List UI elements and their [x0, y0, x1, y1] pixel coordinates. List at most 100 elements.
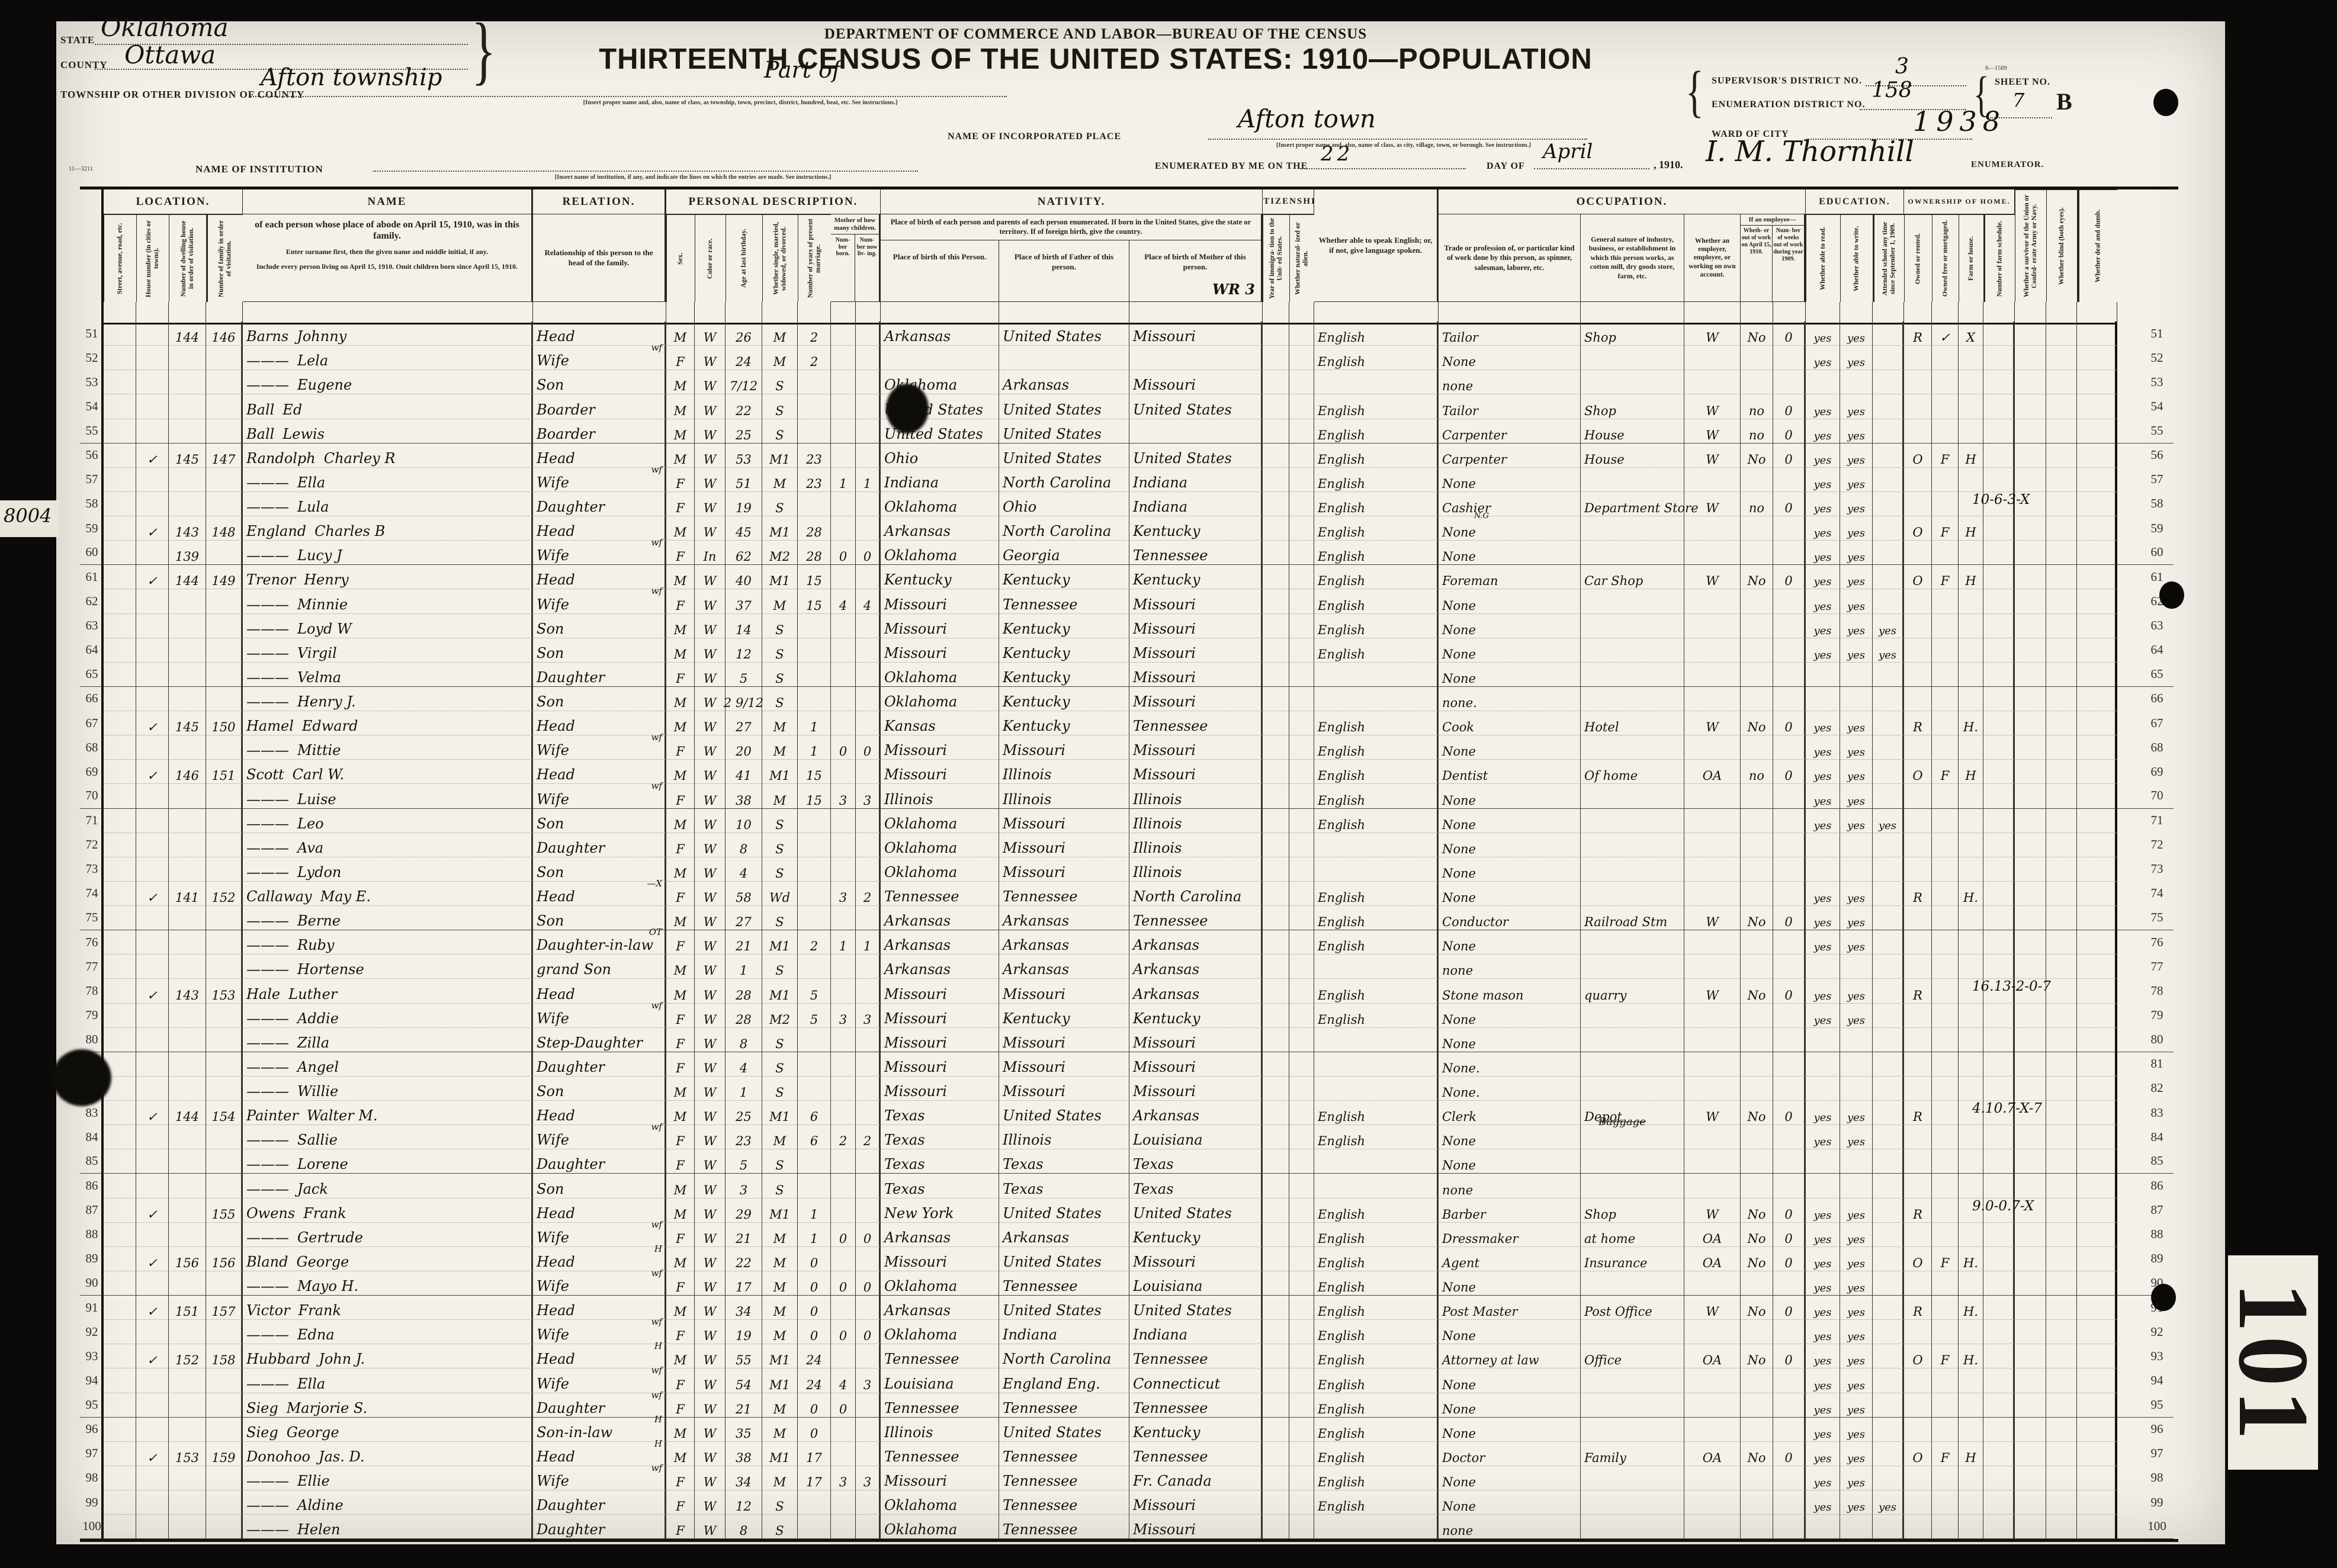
cell-color: W [695, 638, 726, 663]
cell-free-mortgaged [1932, 1052, 1959, 1077]
cell-dwelling [169, 419, 206, 444]
cell-veteran [2015, 1393, 2046, 1418]
cell-sex: F [666, 833, 695, 857]
line-number-right: 83 [2150, 1105, 2163, 1120]
industry: Hotel [1584, 720, 1619, 735]
relation: Step-Daughter [537, 1034, 643, 1051]
cell-family [206, 833, 243, 857]
cell-years-married [798, 394, 831, 419]
cell-birthplace-mother [1129, 419, 1263, 444]
relation: Wife [537, 352, 570, 369]
cell-trade: None [1439, 467, 1581, 492]
cell-sex: M [666, 613, 695, 638]
line-number-right: 63 [2150, 618, 2163, 633]
margin-gap [2117, 1077, 2138, 1101]
cell-age: 26 [726, 322, 762, 346]
industry: Car Shop [1584, 574, 1643, 589]
trade: None [1442, 939, 1476, 954]
cell-name: Donohoo Jas. D. [243, 1441, 533, 1466]
cell-out-of-work [1741, 1466, 1773, 1490]
cell-free-mortgaged: F [1932, 516, 1959, 541]
margin-gap [2117, 882, 2138, 906]
cell-blind [2046, 1368, 2077, 1393]
cell-blind [2046, 833, 2077, 857]
cell-birthplace-self: Missouri [881, 1003, 999, 1028]
cell-house-check: ✓ [136, 979, 169, 1004]
cell-street [104, 955, 136, 979]
cell-trade: None [1439, 1368, 1581, 1393]
cell-children-living [856, 443, 881, 468]
cell-owned-rented [1904, 1515, 1932, 1540]
cell-color: In [695, 541, 726, 565]
cell-employer-status: OA [1684, 1344, 1741, 1369]
cell-deaf [2077, 881, 2117, 906]
incorporated-place-value: Afton town [1238, 104, 1376, 133]
given-name: Ed [283, 401, 303, 418]
cell-weeks-out [1773, 1393, 1806, 1418]
relation: Daughter [537, 1058, 605, 1075]
cell-blind [2046, 638, 2077, 663]
cell-years-married: 5 [798, 979, 831, 1004]
cell-relation: Wife wf [533, 342, 666, 371]
table-row: 61 ✓ 144 149 Trenor Henry Head M W 40 M1 … [80, 565, 2178, 590]
cell-language: English [1314, 1198, 1439, 1223]
given-name: Eugene [297, 377, 352, 394]
cell-birthplace-mother: Tennessee [1129, 906, 1263, 931]
cell-birthplace-father: Tennessee [999, 1490, 1129, 1515]
cell-write: yes [1840, 1368, 1873, 1393]
cell-weeks-out [1773, 589, 1806, 614]
cell-children-born [831, 906, 856, 931]
cell-sex: F [666, 1368, 695, 1393]
column-number-row [104, 302, 2117, 324]
cell-free-mortgaged [1932, 1296, 1959, 1320]
cell-immigration-year [1263, 1490, 1289, 1515]
township-value-part: Part of [764, 57, 840, 83]
cell-sex: M [666, 419, 695, 444]
cell-weeks-out [1773, 516, 1806, 541]
cell-blind [2046, 1198, 2077, 1223]
cell-school [1873, 1320, 1904, 1345]
cell-out-of-work: No [1741, 906, 1773, 931]
cell-blind [2046, 1052, 2077, 1077]
cell-language [1314, 833, 1439, 857]
cell-marital: M [762, 322, 798, 346]
cell-weeks-out [1773, 808, 1806, 833]
line-number-left: 91 [80, 1296, 104, 1320]
cell-owned-rented [1904, 1052, 1932, 1077]
line-number-left: 93 [80, 1344, 104, 1369]
table-row: 90 ——— Mayo H. Wife wf F W 17 M 0 0 0 Okla… [80, 1268, 2178, 1296]
cell-age: 55 [726, 1344, 762, 1369]
cell-school [1873, 1417, 1904, 1442]
cell-farm-house [1959, 833, 1983, 857]
cell-blind [2046, 808, 2077, 833]
cell-children-born [831, 1515, 856, 1540]
table-row: 83 ✓ 144 154 Painter Walter M. Head M W 2… [80, 1101, 2178, 1128]
incorporated-place-label: Name of incorporated place [948, 131, 1122, 142]
cell-age: 23 [726, 1125, 762, 1150]
cell-industry: at home [1581, 1222, 1684, 1247]
cell-farm-schedule [1983, 686, 2015, 711]
cell-children-born [831, 1296, 856, 1320]
cell-age: 25 [726, 1101, 762, 1126]
line-number-left: 59 [80, 516, 104, 541]
cell-family [206, 491, 243, 516]
cell-color: W [695, 1027, 726, 1052]
cell-birthplace-mother: Missouri [1129, 322, 1263, 346]
cell-marital: S [762, 370, 798, 395]
relation: Daughter [537, 1497, 605, 1514]
cell-deaf [2077, 1320, 2117, 1345]
cell-school [1873, 443, 1904, 468]
cell-color: W [695, 735, 726, 760]
line-number-right: 52 [2150, 350, 2163, 365]
cell-children-living [856, 638, 881, 663]
relation: Head [537, 718, 575, 735]
cell-sex: M [666, 394, 695, 419]
surname: ——— [246, 693, 289, 710]
given-name: Helen [297, 1521, 341, 1538]
trade: none [1442, 379, 1474, 394]
cell-language: English [1314, 1320, 1439, 1345]
row-code-annotation: 10-6-3-X [1972, 491, 2030, 507]
cell-color: W [695, 1246, 726, 1271]
cell-trade: None [1439, 346, 1581, 371]
cell-farm-schedule [1983, 833, 2015, 857]
